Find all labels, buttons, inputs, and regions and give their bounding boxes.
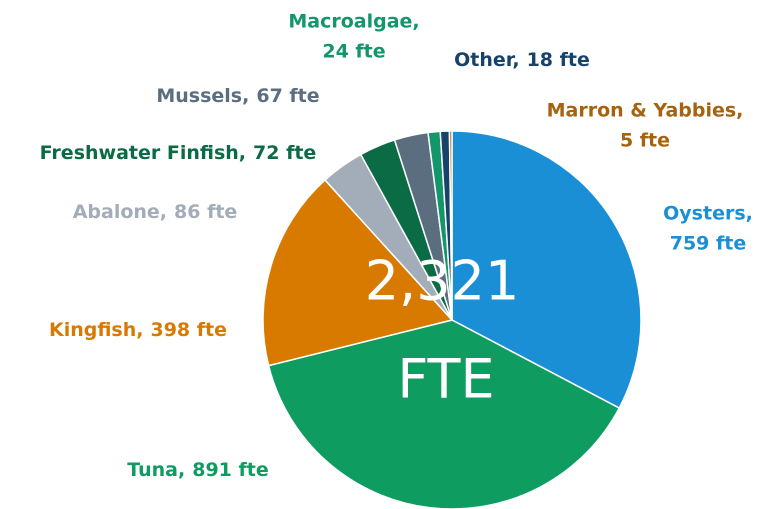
data-label: Other, 18 fte xyxy=(454,49,590,71)
data-label-name: Abalone, xyxy=(73,201,167,223)
data-label-value: 86 fte xyxy=(174,201,237,223)
center-unit: FTE xyxy=(397,348,494,411)
data-label: Kingfish, 398 fte xyxy=(49,319,227,341)
data-label-name: Macroalgae, xyxy=(288,11,419,33)
data-label-value: 24 fte xyxy=(322,41,385,63)
data-label-name: Oysters, xyxy=(663,203,753,225)
data-label: Tuna, 891 fte xyxy=(127,459,268,481)
data-label-value: 18 fte xyxy=(527,49,590,71)
data-label-name: Marron & Yabbies, xyxy=(547,100,744,122)
pie-slice xyxy=(267,319,621,509)
data-label: Freshwater Finfish, 72 fte xyxy=(40,142,317,164)
pie xyxy=(262,130,642,509)
data-label-value: 67 fte xyxy=(256,85,319,107)
pie-slice xyxy=(448,130,453,321)
data-label-value: 759 fte xyxy=(670,233,747,255)
data-label-value: 5 fte xyxy=(620,130,670,152)
pie-slice xyxy=(262,178,454,367)
data-label-name: Freshwater Finfish, xyxy=(40,142,246,164)
data-label-value: 72 fte xyxy=(253,142,316,164)
center-total: 2,321 xyxy=(365,250,520,313)
data-label-name: Kingfish, xyxy=(49,319,144,341)
pie-slice xyxy=(451,130,642,410)
data-label: Mussels, 67 fte xyxy=(156,85,319,107)
data-label-value: 398 fte xyxy=(150,319,227,341)
data-label-name: Tuna, xyxy=(127,459,185,481)
data-label-name: Other, xyxy=(454,49,519,71)
data-label-value: 891 fte xyxy=(192,459,269,481)
data-label-name: Mussels, xyxy=(156,85,249,107)
data-label: Abalone, 86 fte xyxy=(73,201,238,223)
